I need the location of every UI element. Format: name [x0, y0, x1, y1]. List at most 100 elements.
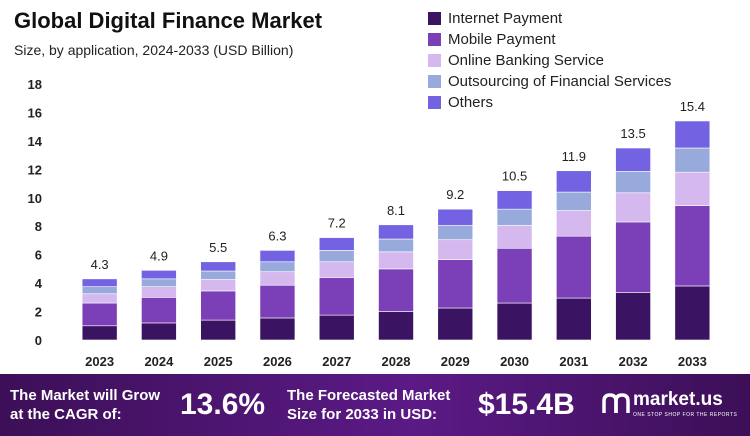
bar-segment [556, 235, 592, 299]
bar-segment [81, 278, 118, 287]
legend-label: Internet Payment [448, 10, 563, 27]
bar-segment [200, 261, 236, 272]
bar-segment [496, 247, 533, 304]
logo-text: market.us [633, 389, 723, 410]
bar-segment [318, 261, 355, 278]
bar-segment [496, 208, 533, 226]
data-label: 4.3 [91, 257, 109, 272]
bar-segment [674, 285, 711, 341]
data-label: 5.5 [209, 240, 227, 255]
y-tick-label: 10 [28, 191, 42, 206]
legend-item-internet-payment: Internet Payment [428, 8, 671, 29]
bar-segment [496, 225, 533, 249]
bar-segment [141, 297, 177, 324]
x-tick-label: 2025 [204, 354, 233, 369]
bar-segment [674, 171, 711, 206]
x-tick-label: 2029 [441, 354, 470, 369]
bar-segment [615, 171, 651, 194]
y-tick-label: 14 [28, 134, 43, 149]
bar-segment [674, 120, 711, 149]
bar-segment [141, 322, 177, 341]
legend-item-outsourcing: Outsourcing of Financial Services [428, 71, 671, 92]
bar-segment [615, 192, 651, 223]
bar-segment [437, 259, 474, 309]
legend: Internet Payment Mobile Payment Online B… [428, 8, 671, 113]
data-label: 13.5 [620, 126, 645, 141]
bar-segment [378, 311, 414, 341]
bar-segment [674, 205, 711, 287]
data-label: 9.2 [446, 187, 464, 202]
x-tick-label: 2031 [559, 354, 588, 369]
y-tick-label: 2 [35, 305, 42, 320]
chart-title: Global Digital Finance Market [14, 8, 323, 33]
cagr-label: The Market will Grow at the CAGR of: [10, 386, 160, 424]
bar-segment [496, 302, 533, 341]
bar-segment [496, 190, 533, 210]
bar-segment [141, 286, 177, 298]
bar-segment [437, 239, 474, 260]
bar-segment [318, 237, 355, 251]
x-tick-label: 2026 [263, 354, 292, 369]
bar-segment [615, 292, 651, 341]
x-tick-label: 2030 [500, 354, 529, 369]
summary-banner: The Market will Grow at the CAGR of: 13.… [0, 374, 750, 436]
data-label: 11.9 [562, 149, 586, 164]
x-tick-label: 2023 [85, 354, 114, 369]
bar-segment [674, 147, 711, 173]
chart-subtitle: Size, by application, 2024-2033 (USD Bil… [14, 42, 294, 58]
x-tick-label: 2033 [678, 354, 707, 369]
y-tick-label: 12 [28, 162, 42, 177]
cagr-value: 13.6% [180, 388, 266, 421]
bar-segment [318, 314, 355, 341]
bar-segment [615, 147, 651, 172]
bar-segment [318, 277, 355, 316]
logo-tagline: ONE STOP SHOP FOR THE REPORTS [633, 412, 738, 418]
legend-item-others: Others [428, 92, 671, 113]
bar-segment [81, 325, 118, 341]
bar-segment [378, 224, 414, 240]
legend-swatch [428, 33, 441, 46]
legend-label: Others [448, 94, 494, 111]
data-label: 7.2 [328, 216, 346, 231]
bar-segment [259, 261, 296, 273]
bar-segment [437, 208, 474, 226]
bar-segment [259, 250, 296, 263]
x-tick-label: 2024 [144, 354, 174, 369]
legend-item-mobile-payment: Mobile Payment [428, 29, 671, 50]
bar-segment [437, 307, 474, 341]
bar-segment [259, 271, 296, 286]
y-tick-label: 16 [28, 105, 42, 120]
cagr-label-line1: The Market will Grow [10, 387, 161, 404]
bar-segment [141, 278, 177, 287]
legend-swatch [428, 12, 441, 25]
market-us-logo-icon [602, 393, 630, 413]
forecast-label-line1: The Forecasted Market [287, 387, 451, 404]
legend-label: Outsourcing of Financial Services [448, 73, 672, 90]
cagr-label-line2: at the CAGR of: [10, 406, 122, 423]
bar-segment [81, 293, 118, 304]
bar-segment [378, 268, 414, 312]
legend-label: Online Banking Service [448, 52, 604, 69]
bar-segment [141, 270, 177, 280]
legend-item-online-banking: Online Banking Service [428, 50, 671, 71]
bar-segment [200, 279, 236, 292]
bar-segment [259, 317, 296, 341]
x-tick-label: 2027 [322, 354, 351, 369]
x-tick-label: 2032 [619, 354, 648, 369]
data-label: 10.5 [502, 169, 527, 184]
bar-segment [556, 297, 592, 341]
legend-swatch [428, 54, 441, 67]
bar-segment [556, 170, 592, 193]
legend-label: Mobile Payment [448, 31, 556, 48]
bar-segment [378, 251, 414, 270]
bar-segment [437, 225, 474, 241]
bar-segment [615, 221, 651, 293]
bar-segment [259, 284, 296, 319]
bar-segment [200, 270, 236, 280]
stacked-bar-chart: 0 2 4 6 8 10 12 14 16 18 4.3 2023 4.9 2024 5.5 2025 6.3 2… [28, 77, 711, 369]
y-tick-label: 8 [35, 219, 42, 234]
bar-segment [378, 238, 414, 253]
x-tick-label: 2028 [382, 354, 411, 369]
bar-segment [318, 250, 355, 263]
y-tick-label: 6 [35, 248, 42, 263]
